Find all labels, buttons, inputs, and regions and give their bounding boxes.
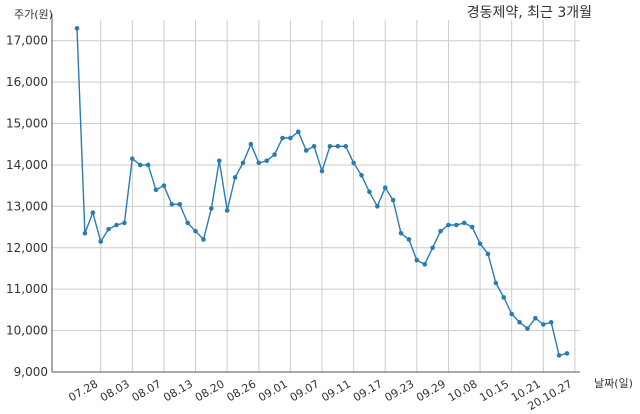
data-point [477,241,483,246]
data-point [446,222,451,228]
data-point [327,144,333,149]
x-axis-ticks: 07.2808.0308.0708.1308.2008.2609.0109.07… [66,377,574,413]
data-point [343,144,349,149]
x-tick-label: 09.01 [256,377,290,404]
data-point [438,228,443,234]
data-point [185,220,190,226]
data-point [256,160,262,166]
data-point [303,148,309,153]
axes [51,14,580,373]
x-tick-label: 09.11 [319,377,353,404]
data-point [509,311,514,317]
x-tick-label: 08.07 [130,377,164,404]
data-point [533,315,538,321]
x-tick-label: 07.28 [66,377,100,404]
chart-title: 경동제약, 최근 3개월 [467,5,592,21]
data-point [359,172,364,178]
data-point [501,295,507,300]
data-point [493,280,499,286]
data-point [375,204,380,209]
data-point [367,189,372,195]
x-tick-label: 08.03 [98,377,132,404]
data-point [169,201,175,207]
data-point [406,237,412,242]
data-point [390,197,396,203]
x-tick-label: 10.15 [477,377,511,404]
y-tick-label: 15,000 [6,117,48,131]
data-point [248,141,254,147]
data-point [137,162,143,168]
data-point [130,156,135,162]
data-point [224,208,230,213]
data-point [106,226,111,232]
data-point [548,320,554,325]
y-tick-label: 10,000 [6,324,48,338]
y-tick-label: 14,000 [6,158,48,172]
data-point [414,257,420,263]
data-point [556,353,562,358]
y-tick-label: 12,000 [6,241,48,255]
data-point [272,152,277,157]
data-point [454,222,459,228]
data-point [288,135,293,141]
grid-lines [52,20,580,373]
x-tick-label: 09.23 [383,377,417,404]
data-point [216,158,222,164]
x-tick-label: 09.07 [288,377,322,404]
data-point [145,162,151,168]
x-axis-label: 날짜(일) [594,376,633,390]
data-point [161,183,167,188]
data-point [517,320,522,325]
data-point [295,129,301,135]
data-point [209,206,214,211]
data-point [177,201,183,207]
y-axis-label: 주가(원) [14,8,53,21]
data-point [82,230,88,236]
data-point [98,239,104,244]
y-axis-ticks: 9,000 10,000 11,000 12,000 13,000 14,000 15,00… [6,34,48,379]
data-point [398,230,404,236]
data-point [74,25,80,31]
data-point [280,135,285,141]
data-point [422,262,428,267]
data-point [264,158,269,164]
data-point [485,251,491,257]
data-point [382,185,388,191]
data-point [540,322,546,327]
price-series-points [74,25,570,358]
x-tick-label: 08.26 [224,377,258,404]
y-tick-label: 13,000 [6,199,48,213]
y-tick-label: 16,000 [6,75,48,89]
data-point [122,220,127,226]
data-point [90,210,96,215]
x-tick-label: 08.20 [193,377,227,404]
data-point [240,160,246,166]
x-tick-label: 10.08 [446,377,480,404]
data-point [335,144,341,149]
y-tick-label: 11,000 [6,282,48,296]
data-point [564,351,570,356]
y-tick-label: 9,000 [14,365,48,379]
data-point [461,220,467,226]
data-point [525,326,530,331]
data-point [201,237,206,242]
data-point [114,222,119,228]
data-point [311,144,317,149]
data-point [153,187,159,193]
data-point [469,224,475,230]
x-tick-label: 08.13 [161,377,195,404]
data-point [430,245,435,251]
y-tick-label: 17,000 [6,34,48,48]
data-point [193,228,198,234]
data-point [319,168,325,174]
x-tick-label: 09.29 [414,377,448,404]
data-point [351,160,356,166]
data-point [232,175,238,180]
x-tick-label: 09.17 [351,377,385,404]
